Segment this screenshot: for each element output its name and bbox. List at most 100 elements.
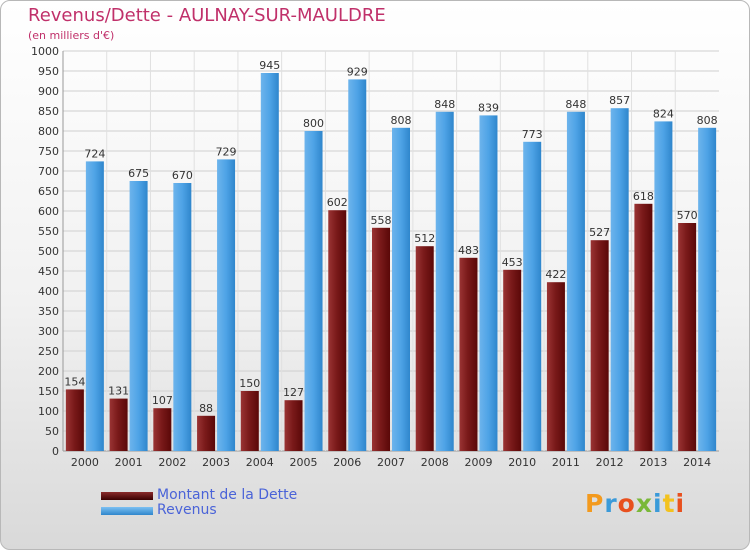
x-tick-label: 2000 [71, 456, 99, 469]
value-label-revenue: 839 [478, 101, 499, 114]
x-tick-label: 2012 [596, 456, 624, 469]
bar-revenue [173, 183, 192, 451]
x-tick-label: 2001 [115, 456, 143, 469]
proxiti-logo: Proxiti [585, 489, 685, 518]
bar-debt [65, 389, 84, 451]
y-tick-label: 550 [38, 225, 59, 238]
value-label-revenue: 729 [216, 145, 237, 158]
x-tick-label: 2005 [290, 456, 318, 469]
chart-title: Revenus/Dette - AULNAY-SUR-MAULDRE [28, 5, 386, 26]
bar-debt [372, 227, 390, 451]
value-label-revenue: 773 [522, 128, 543, 141]
y-tick-label: 350 [38, 305, 59, 318]
bar-revenue [392, 127, 410, 452]
bar-debt [503, 269, 522, 451]
y-tick-label: 400 [38, 285, 59, 298]
bar-debt [415, 246, 434, 451]
y-tick-label: 650 [38, 185, 59, 198]
bar-revenue [129, 181, 148, 451]
x-tick-label: 2002 [158, 456, 186, 469]
y-tick-label: 0 [52, 445, 59, 458]
bar-debt [109, 398, 128, 451]
value-label-revenue: 929 [347, 65, 368, 78]
bar-revenue [698, 127, 717, 452]
value-label-debt: 154 [64, 375, 85, 388]
value-label-debt: 422 [545, 268, 566, 281]
bars [65, 73, 717, 452]
value-label-revenue: 848 [434, 98, 455, 111]
value-label-debt: 512 [414, 232, 435, 245]
chart-subtitle: (en milliers d'€) [28, 29, 115, 42]
bar-debt [590, 240, 609, 451]
bar-revenue [217, 159, 236, 451]
y-tick-label: 900 [38, 85, 59, 98]
bar-revenue [523, 141, 542, 452]
logo-letter: t [662, 489, 676, 518]
y-tick-label: 250 [38, 345, 59, 358]
value-label-revenue: 808 [697, 114, 718, 127]
y-tick-label: 300 [38, 325, 59, 338]
bar-revenue [260, 73, 279, 451]
y-tick-label: 50 [45, 425, 59, 438]
legend-label-debt: Montant de la Dette [157, 487, 298, 503]
y-tick-label: 100 [38, 405, 59, 418]
value-label-debt: 602 [327, 196, 348, 209]
legend-swatch-debt [101, 492, 153, 500]
bar-revenue [479, 115, 498, 452]
bar-debt [153, 408, 172, 451]
bar-revenue [85, 161, 104, 451]
bar-debt [328, 210, 347, 451]
bar-debt [546, 282, 565, 451]
y-tick-label: 950 [38, 65, 59, 78]
x-tick-label: 2014 [683, 456, 711, 469]
x-tick-label: 2008 [421, 456, 449, 469]
value-label-debt: 483 [458, 244, 479, 257]
y-tick-label: 600 [38, 205, 59, 218]
x-tick-label: 2009 [464, 456, 492, 469]
logo-letter: r [604, 489, 618, 518]
logo-letter: P [585, 489, 605, 518]
value-label-revenue: 670 [172, 169, 193, 182]
y-tick-label: 800 [38, 125, 59, 138]
y-tick-label: 500 [38, 245, 59, 258]
value-label-debt: 570 [677, 209, 698, 222]
value-label-revenue: 857 [609, 94, 630, 107]
y-tick-label: 700 [38, 165, 59, 178]
value-label-revenue: 724 [84, 147, 105, 160]
grid [62, 50, 719, 452]
bar-revenue [435, 111, 454, 452]
y-tick-label: 200 [38, 365, 59, 378]
value-label-debt: 88 [199, 402, 213, 415]
bar-revenue [348, 79, 367, 452]
x-tick-label: 2013 [639, 456, 667, 469]
legend-swatch-revenue [101, 507, 153, 515]
bar-debt [240, 391, 259, 451]
bar-debt [459, 257, 478, 451]
x-tick-label: 2006 [333, 456, 361, 469]
y-tick-label: 450 [38, 265, 59, 278]
value-label-debt: 127 [283, 386, 304, 399]
bar-debt [634, 203, 653, 451]
bar-revenue [610, 108, 629, 451]
x-tick-label: 2011 [552, 456, 580, 469]
value-label-revenue: 800 [303, 117, 324, 130]
y-tick-label: 150 [38, 385, 59, 398]
bar-revenue [654, 121, 673, 452]
value-label-debt: 527 [589, 226, 610, 239]
value-label-debt: 150 [239, 377, 260, 390]
value-label-revenue: 945 [259, 59, 280, 72]
bar-revenue [566, 111, 585, 452]
bar-debt [678, 223, 697, 451]
legend-label-revenue: Revenus [157, 502, 217, 518]
value-label-revenue: 848 [565, 98, 586, 111]
logo-letter: x [635, 489, 653, 518]
value-label-debt: 453 [502, 256, 523, 269]
labels: 0 50 100 150 200 250 300 350 400 450 500 550 600 650 7… [31, 45, 718, 469]
value-label-revenue: 675 [128, 167, 149, 180]
value-label-debt: 558 [371, 214, 392, 227]
value-label-debt: 107 [152, 394, 173, 407]
value-label-revenue: 808 [391, 114, 412, 127]
bar-debt [197, 415, 216, 451]
